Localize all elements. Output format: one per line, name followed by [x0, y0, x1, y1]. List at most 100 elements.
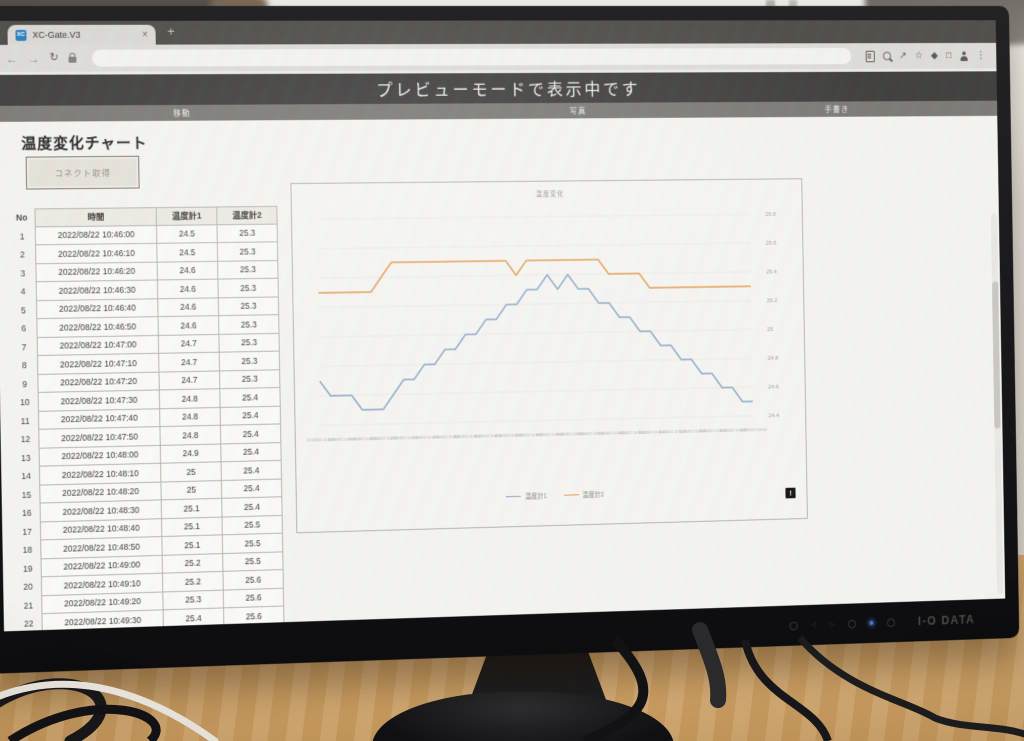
forward-icon[interactable]: → [27, 51, 40, 66]
row-number: 10 [20, 397, 30, 408]
browser-tab[interactable]: XC XC-Gate.V3 × [7, 24, 156, 45]
x-tick-label: 2022/08/22 10:47:20 [391, 436, 419, 441]
x-tick-label: 2022/08/22 10:50:00 [557, 432, 585, 437]
gridline [317, 214, 750, 219]
browser-window: XC XC-Gate.V3 × + ← → ↻ ↗ ☆ ◆ □ [0, 20, 1006, 632]
table-cell: 25.4 [221, 442, 282, 463]
table-cell: 24.6 [157, 261, 219, 281]
table-cell: 2022/08/22 10:46:50 [36, 317, 159, 338]
y-tick-label: 24.8 [768, 356, 779, 362]
browser-tab-strip: XC XC-Gate.V3 × + [0, 20, 997, 45]
table-cell: 2022/08/22 10:47:00 [36, 335, 160, 357]
table-cell: 24.5 [157, 243, 219, 263]
monitor-power-button[interactable] [887, 617, 896, 627]
y-tick-label: 24.4 [769, 413, 780, 419]
x-tick-label: 2022/08/22 10:47:00 [370, 436, 398, 441]
y-tick-label: 25.6 [766, 241, 777, 247]
gridline [319, 301, 752, 308]
power-led [870, 620, 874, 625]
table-cell: 2022/08/22 10:46:00 [34, 225, 158, 246]
chart-menu-badge[interactable]: ! [785, 487, 796, 499]
table-cell: 24.6 [158, 316, 220, 336]
table-cell: 25.5 [222, 515, 283, 536]
table-cell: 24.8 [159, 389, 221, 409]
table-cell: 2022/08/22 10:46:30 [35, 280, 159, 301]
connect-button[interactable]: コネクト取得 [25, 155, 140, 190]
row-number: 22 [23, 618, 34, 629]
row-number: 19 [22, 563, 33, 574]
table-cell: 24.7 [159, 352, 220, 373]
table-cell: 24.7 [159, 370, 221, 391]
table-cell: 25 [161, 462, 222, 483]
monitor: XC XC-Gate.V3 × + ← → ↻ ↗ ☆ ◆ □ [0, 5, 1020, 674]
gridline [318, 243, 751, 249]
scrollbar-thumb[interactable] [991, 281, 1001, 429]
table-cell: 25.4 [221, 479, 283, 499]
y-tick-label: 25.8 [765, 212, 776, 218]
address-bar[interactable] [92, 47, 852, 67]
table-cell: 2022/08/22 10:46:40 [36, 298, 159, 320]
row-number: 13 [21, 452, 31, 463]
table-cell: 25.5 [222, 533, 284, 554]
table-cell: 25.4 [220, 424, 282, 445]
back-icon[interactable]: ← [5, 51, 19, 66]
monitor-left-button[interactable]: ◁ [811, 621, 817, 629]
table-cell: 24.5 [156, 224, 218, 244]
table-cell: 2022/08/22 10:47:20 [37, 372, 160, 393]
table-cell: 25.1 [162, 517, 223, 538]
table-cell: 24.7 [158, 334, 220, 354]
table-cell: 25.3 [217, 242, 279, 262]
row-number: 16 [22, 508, 32, 519]
x-tick-label: 2022/08/22 10:46:40 [349, 437, 377, 442]
table-cell: 25.3 [219, 315, 280, 335]
nav-item-1[interactable]: 移動 [173, 108, 191, 118]
monitor-right-button[interactable]: ▷ [829, 620, 835, 628]
legend-item: 温度計2 [563, 489, 604, 500]
row-number: 5 [20, 305, 26, 316]
row-number: 4 [20, 286, 26, 297]
close-tab-icon[interactable]: × [141, 29, 148, 41]
page-title: 温度変化チャート [21, 134, 148, 153]
monitor-menu-button[interactable] [789, 621, 798, 631]
y-tick-label: 25.4 [766, 270, 777, 276]
share-icon[interactable]: ↗ [899, 50, 907, 61]
bookmark-star-icon[interactable]: ☆ [914, 50, 923, 61]
page-icon[interactable] [865, 50, 875, 62]
x-tick-label: 2022/08/22 10:47:40 [412, 436, 440, 441]
col-header-t2: 温度計2 [217, 205, 278, 225]
page-scrollbar[interactable] [990, 213, 1004, 595]
table-cell: 25.3 [219, 333, 280, 353]
x-tick-label: 2022/08/22 10:51:40 [659, 430, 686, 434]
table-cell: 25 [161, 480, 223, 501]
new-tab-button[interactable]: + [167, 23, 175, 39]
x-tick-label: 2022/08/22 10:52:40 [720, 428, 747, 432]
pin-icon[interactable]: ◆ [930, 50, 939, 61]
col-header-time: 時間 [34, 207, 157, 227]
row-number: 7 [21, 342, 27, 353]
row-number: 3 [20, 268, 26, 279]
reload-icon[interactable]: ↻ [49, 51, 59, 64]
table-cell: 25.3 [218, 260, 279, 280]
row-number: 17 [22, 526, 32, 537]
table-cell: 25.1 [162, 535, 224, 556]
table-cell: 25.6 [223, 570, 284, 591]
row-number: 8 [21, 360, 27, 371]
monitor-enter-button[interactable] [848, 619, 857, 629]
table-cell: 25.3 [217, 224, 278, 244]
x-tick-label: 2022/08/22 10:49:40 [536, 433, 564, 438]
nav-item-3[interactable]: 手書き [824, 104, 850, 114]
profile-icon[interactable] [959, 51, 968, 61]
tab-frame-icon[interactable]: □ [945, 50, 952, 61]
table-cell: 25.2 [162, 553, 224, 574]
chart-svg: 25.8 25.6 25.4 25.2 25 24.8 24.6 24.4 2022/08/22… [307, 212, 780, 442]
series-line [318, 272, 753, 411]
table-cell: 24.6 [157, 279, 219, 299]
table-cell: 2022/08/22 10:46:10 [35, 243, 158, 264]
table-cell: 25.4 [221, 460, 282, 481]
table-cell: 25.3 [219, 351, 281, 371]
nav-item-2[interactable]: 写真 [569, 106, 587, 116]
legend-swatch [506, 495, 522, 497]
menu-dots-icon[interactable]: ⋮ [976, 50, 986, 61]
search-icon[interactable] [882, 51, 892, 61]
page-content: 温度変化チャート コネクト取得 No 時間 温度計1 温度計2 1 2022/08… [0, 115, 1006, 632]
